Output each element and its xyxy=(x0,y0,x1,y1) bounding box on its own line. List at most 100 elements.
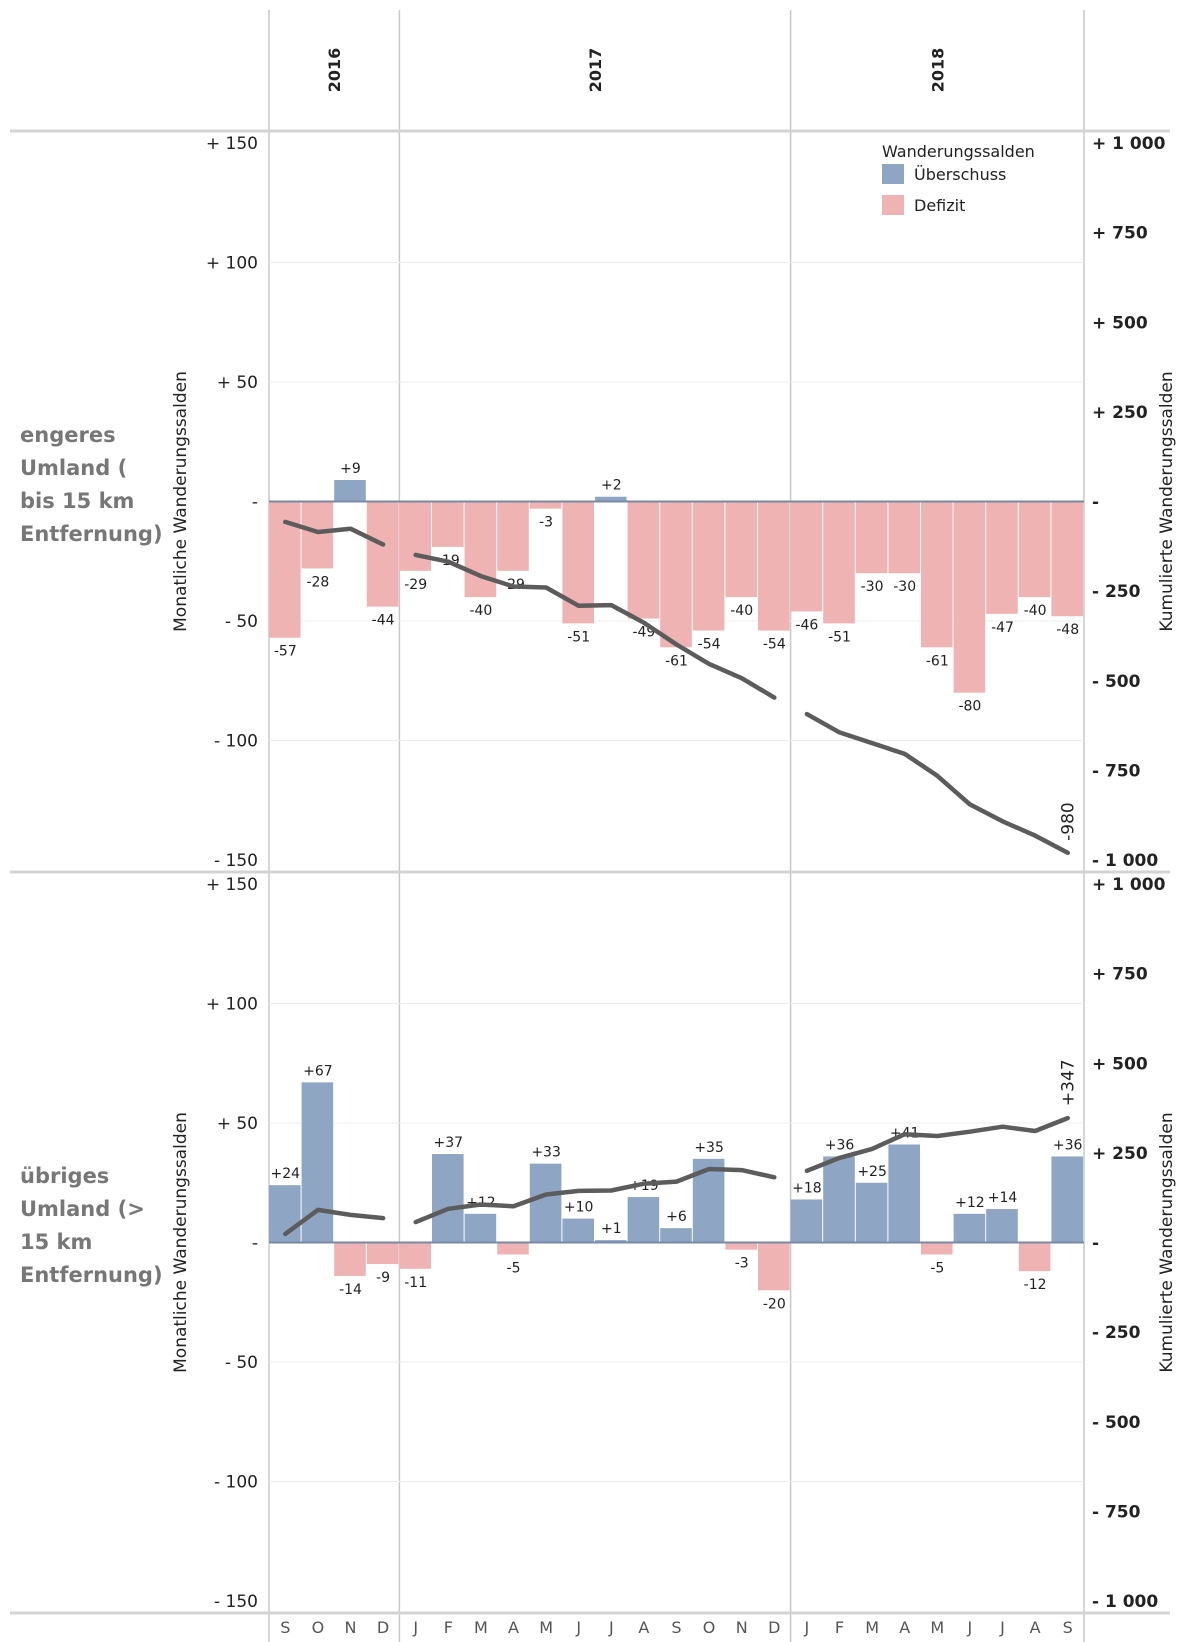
bar xyxy=(334,1242,366,1276)
bar xyxy=(399,1242,431,1269)
right-tick-label: + 1 000 xyxy=(1092,134,1166,154)
month-label: M xyxy=(865,1618,879,1637)
month-label: O xyxy=(703,1618,716,1637)
data-label: -5 xyxy=(930,1260,944,1276)
left-tick-label: + 150 xyxy=(206,134,258,154)
bar xyxy=(497,1242,529,1255)
right-tick-label: - 750 xyxy=(1092,761,1141,781)
right-tick-label: + 500 xyxy=(1092,1054,1148,1074)
month-label: J xyxy=(575,1618,581,1637)
bar xyxy=(888,1144,920,1243)
row-label-line: Entfernung) xyxy=(20,1263,163,1287)
left-tick-label: - xyxy=(252,493,258,513)
cumulative-line-2017 xyxy=(413,1166,777,1225)
bar xyxy=(953,1213,986,1243)
bar xyxy=(366,501,399,607)
left-tick-label: + 150 xyxy=(206,875,258,895)
right-axis-title: Kumulierte Wanderungssalden xyxy=(1157,371,1177,631)
data-label: -12 xyxy=(1024,1277,1047,1293)
data-label: +67 xyxy=(303,1063,333,1079)
data-label: -80 xyxy=(958,699,981,715)
right-tick-label: + 750 xyxy=(1092,224,1148,244)
bar xyxy=(790,1199,823,1243)
legend-item-label: Überschuss xyxy=(914,165,1006,184)
data-label: +36 xyxy=(1053,1137,1083,1153)
row-label-line: 15 km xyxy=(20,1230,92,1254)
left-tick-label: + 100 xyxy=(206,995,258,1015)
bar xyxy=(660,501,692,648)
month-label: M xyxy=(539,1618,553,1637)
bar xyxy=(888,501,920,574)
month-label: M xyxy=(474,1618,488,1637)
chart-panels: + 150 + 100 + 50 - - 50 - 100 - 150 + 1 000 + 75… xyxy=(20,134,1177,1612)
bar xyxy=(823,501,855,624)
data-label: +6 xyxy=(666,1209,687,1225)
legend-swatch xyxy=(882,164,904,184)
month-label: S xyxy=(1063,1618,1073,1637)
bar xyxy=(986,1209,1018,1243)
data-label: +25 xyxy=(857,1164,887,1180)
right-tick-label: + 750 xyxy=(1092,965,1148,985)
right-tick-label: - 750 xyxy=(1092,1502,1141,1522)
right-axis-title: Kumulierte Wanderungssalden xyxy=(1157,1112,1177,1372)
right-tick-label: - 1 000 xyxy=(1092,851,1158,871)
cumulative-end-label: -980 xyxy=(1059,802,1079,841)
bar xyxy=(399,501,431,571)
data-label: -47 xyxy=(991,620,1014,636)
data-label: -40 xyxy=(469,603,492,619)
row-label-line: bis 15 km xyxy=(20,489,134,513)
left-tick-label: - 50 xyxy=(225,612,258,632)
cumulative-line-2018 xyxy=(804,711,1070,856)
right-tick-label: + 250 xyxy=(1092,1144,1148,1164)
bar xyxy=(855,1182,888,1243)
left-axis-title: Monatliche Wanderungssalden xyxy=(171,371,191,632)
cumulative-line-2016 xyxy=(283,1207,386,1237)
bar xyxy=(790,501,823,612)
month-label: D xyxy=(768,1618,780,1637)
legend-item-label: Defizit xyxy=(914,196,965,215)
data-label: -54 xyxy=(763,637,786,653)
month-label: A xyxy=(508,1618,519,1637)
data-label: -30 xyxy=(893,579,916,595)
data-label: -20 xyxy=(763,1296,786,1312)
month-label: F xyxy=(444,1618,453,1637)
legend-swatch xyxy=(882,195,904,215)
bar xyxy=(301,501,334,569)
data-label: -29 xyxy=(404,577,427,593)
data-label: -46 xyxy=(795,617,818,633)
bar xyxy=(823,1156,855,1243)
month-label: S xyxy=(280,1618,290,1637)
year-label-2018: 2018 xyxy=(928,48,947,93)
bar xyxy=(529,1163,562,1243)
bar xyxy=(595,496,627,502)
cumulative-line-2018 xyxy=(804,1115,1070,1174)
bar xyxy=(953,501,986,693)
month-label: J xyxy=(999,1618,1005,1637)
cumulative-line-2016 xyxy=(283,519,386,547)
left-tick-label: + 100 xyxy=(206,254,258,274)
data-label: -11 xyxy=(404,1275,427,1291)
data-label: +24 xyxy=(271,1166,301,1182)
left-tick-label: - 150 xyxy=(214,851,258,871)
left-tick-label: - 150 xyxy=(214,1592,258,1612)
bar xyxy=(1051,501,1083,617)
data-label: -61 xyxy=(665,653,688,669)
cumulative-end-label: +347 xyxy=(1059,1059,1079,1106)
data-label: -48 xyxy=(1056,622,1079,638)
month-label: J xyxy=(608,1618,614,1637)
bar xyxy=(758,1242,790,1291)
panel-2: + 150 + 100 + 50 - - 50 - 100 - 150 + 1 000 + 75… xyxy=(20,875,1177,1612)
left-tick-label: - xyxy=(252,1234,258,1254)
month-label: M xyxy=(930,1618,944,1637)
bar xyxy=(366,1242,399,1265)
data-label: -30 xyxy=(861,579,884,595)
bar xyxy=(692,501,725,631)
data-label: +33 xyxy=(531,1145,561,1161)
month-label: S xyxy=(671,1618,681,1637)
bar xyxy=(627,1197,660,1243)
right-tick-label: - 500 xyxy=(1092,672,1141,692)
right-tick-label: - 250 xyxy=(1092,582,1141,602)
panel-1: + 150 + 100 + 50 - - 50 - 100 - 150 + 1 000 + 75… xyxy=(20,134,1177,871)
data-label: -28 xyxy=(306,574,329,590)
